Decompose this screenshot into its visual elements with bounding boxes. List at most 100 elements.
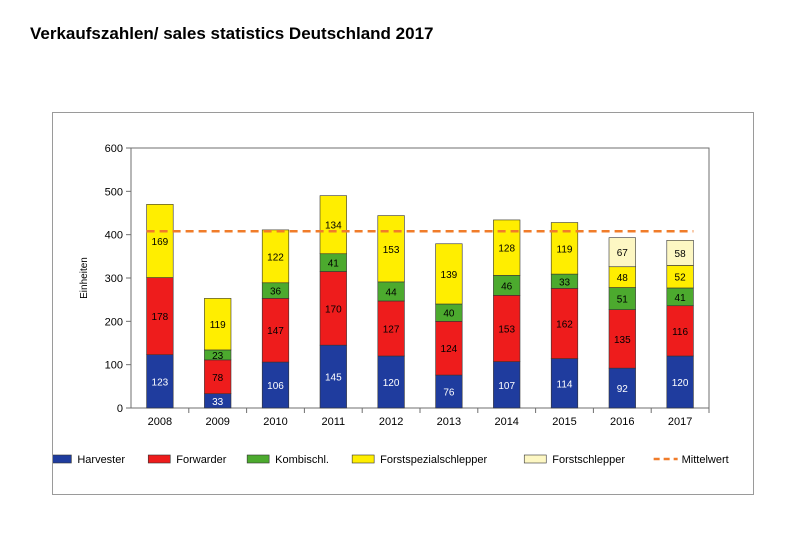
data-label: 119 (210, 320, 226, 331)
bar-segment (377, 355, 405, 409)
legend-label: Harvester (77, 454, 125, 466)
data-labels: 123 178 169 33 78 23 119 106 147 36 122 145 170 41 134… (152, 221, 689, 408)
x-tick-label: 2008 (148, 416, 172, 428)
y-tick-label: 500 (105, 186, 123, 198)
data-label: 114 (557, 379, 573, 390)
bar-segment (261, 229, 290, 284)
legend-label: Mittelwert (682, 454, 729, 466)
data-label: 51 (617, 295, 629, 306)
bar-segment (493, 295, 521, 362)
data-label: 58 (675, 249, 687, 260)
x-tick-label: 2009 (205, 416, 229, 428)
data-label: 40 (443, 309, 455, 320)
bar-segment (261, 298, 290, 363)
data-label: 120 (672, 378, 689, 389)
x-tick-label: 2010 (263, 416, 287, 428)
bar-segment (377, 215, 405, 283)
data-label: 162 (556, 320, 573, 331)
data-label: 76 (443, 388, 455, 399)
page-title: Verkaufszahlen/ sales statistics Deutsch… (30, 24, 434, 43)
y-axis-label: Einheiten (79, 257, 90, 299)
x-tick-label: 2011 (321, 416, 345, 428)
data-label: 128 (498, 244, 515, 255)
legend-label: Forstschlepper (552, 454, 625, 466)
y-tick-label: 100 (105, 360, 123, 372)
data-label: 139 (441, 270, 458, 281)
bar-segment (666, 240, 694, 266)
data-label: 78 (212, 373, 224, 384)
legend-item: Forwarder (147, 454, 227, 466)
data-label: 41 (675, 293, 687, 304)
bar-segment (493, 219, 521, 276)
data-label: 135 (614, 335, 631, 346)
bar-segment (146, 204, 174, 278)
legend-label: Kombischl. (275, 454, 329, 466)
bar-segment (435, 321, 463, 376)
legend-label: Forstspezialschlepper (380, 454, 487, 466)
y-tick-label: 200 (105, 316, 123, 328)
bar-segment (550, 358, 579, 409)
data-label: 124 (441, 344, 458, 355)
bar-segment (204, 298, 232, 351)
y-tick-label: 400 (105, 230, 123, 242)
bar-segment (146, 354, 174, 409)
axes: 0 100 200 300 400 500 600 Einheiten 2008 2009 2010… (79, 143, 710, 428)
data-label: 116 (672, 327, 688, 338)
legend-swatch (53, 454, 72, 464)
data-label: 23 (212, 351, 224, 362)
x-tick-label: 2012 (379, 416, 403, 428)
data-label: 92 (617, 384, 629, 395)
data-label: 48 (617, 273, 629, 284)
bar-segment (435, 374, 463, 409)
legend-item: Mittelwert (653, 454, 729, 466)
data-label: 153 (383, 245, 400, 256)
bars (146, 195, 694, 409)
data-label: 122 (267, 252, 284, 263)
x-tick-label: 2013 (437, 416, 461, 428)
data-label: 33 (559, 277, 571, 288)
bar-segment (550, 288, 579, 359)
legend-swatch (147, 454, 171, 464)
legend-swatch (246, 454, 270, 464)
legend-item: Kombischl. (246, 454, 329, 466)
bar-segment (493, 361, 521, 409)
legend: Harvester Forwarder Kombischl. Forstspezial… (53, 454, 729, 466)
y-tick-label: 0 (117, 403, 123, 415)
data-label: 170 (325, 304, 342, 315)
x-tick-label: 2017 (668, 416, 692, 428)
data-label: 41 (328, 259, 340, 270)
x-tick-label: 2014 (494, 416, 518, 428)
legend-swatch (351, 454, 375, 464)
legend-label: Forwarder (176, 454, 226, 466)
y-tick-label: 300 (105, 273, 123, 285)
bar-segment (146, 277, 174, 355)
bar-segment (608, 237, 636, 268)
bar-segment (319, 195, 347, 255)
data-label: 134 (325, 221, 342, 232)
bar-segment (435, 243, 463, 305)
data-label: 153 (498, 324, 515, 335)
chart-frame: 0 100 200 300 400 500 600 Einheiten 2008 2009 2010… (52, 112, 754, 495)
data-label: 147 (267, 326, 284, 337)
x-tick-label: 2016 (610, 416, 634, 428)
data-label: 107 (498, 381, 515, 392)
data-label: 33 (212, 397, 224, 408)
bar-segment (204, 359, 232, 394)
data-label: 127 (383, 324, 400, 335)
legend-swatch (523, 454, 547, 464)
bar-segment (608, 367, 636, 409)
data-label: 36 (270, 287, 282, 298)
data-label: 46 (501, 281, 513, 292)
x-tick-label: 2015 (552, 416, 576, 428)
legend-item: Harvester (53, 454, 125, 466)
legend-item: Forstspezialschlepper (351, 454, 487, 466)
data-label: 145 (325, 373, 342, 384)
data-label: 178 (152, 312, 169, 323)
data-label: 106 (267, 381, 284, 392)
data-label: 52 (675, 273, 687, 284)
legend-item: Forstschlepper (523, 454, 625, 466)
data-label: 123 (152, 377, 169, 388)
data-label: 119 (557, 244, 573, 255)
bar-segment (608, 309, 636, 369)
data-label: 44 (386, 287, 398, 298)
